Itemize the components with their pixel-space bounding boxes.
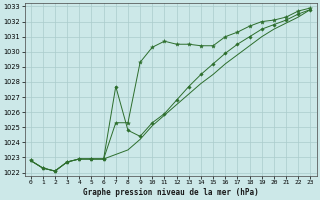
X-axis label: Graphe pression niveau de la mer (hPa): Graphe pression niveau de la mer (hPa) [83,188,258,197]
